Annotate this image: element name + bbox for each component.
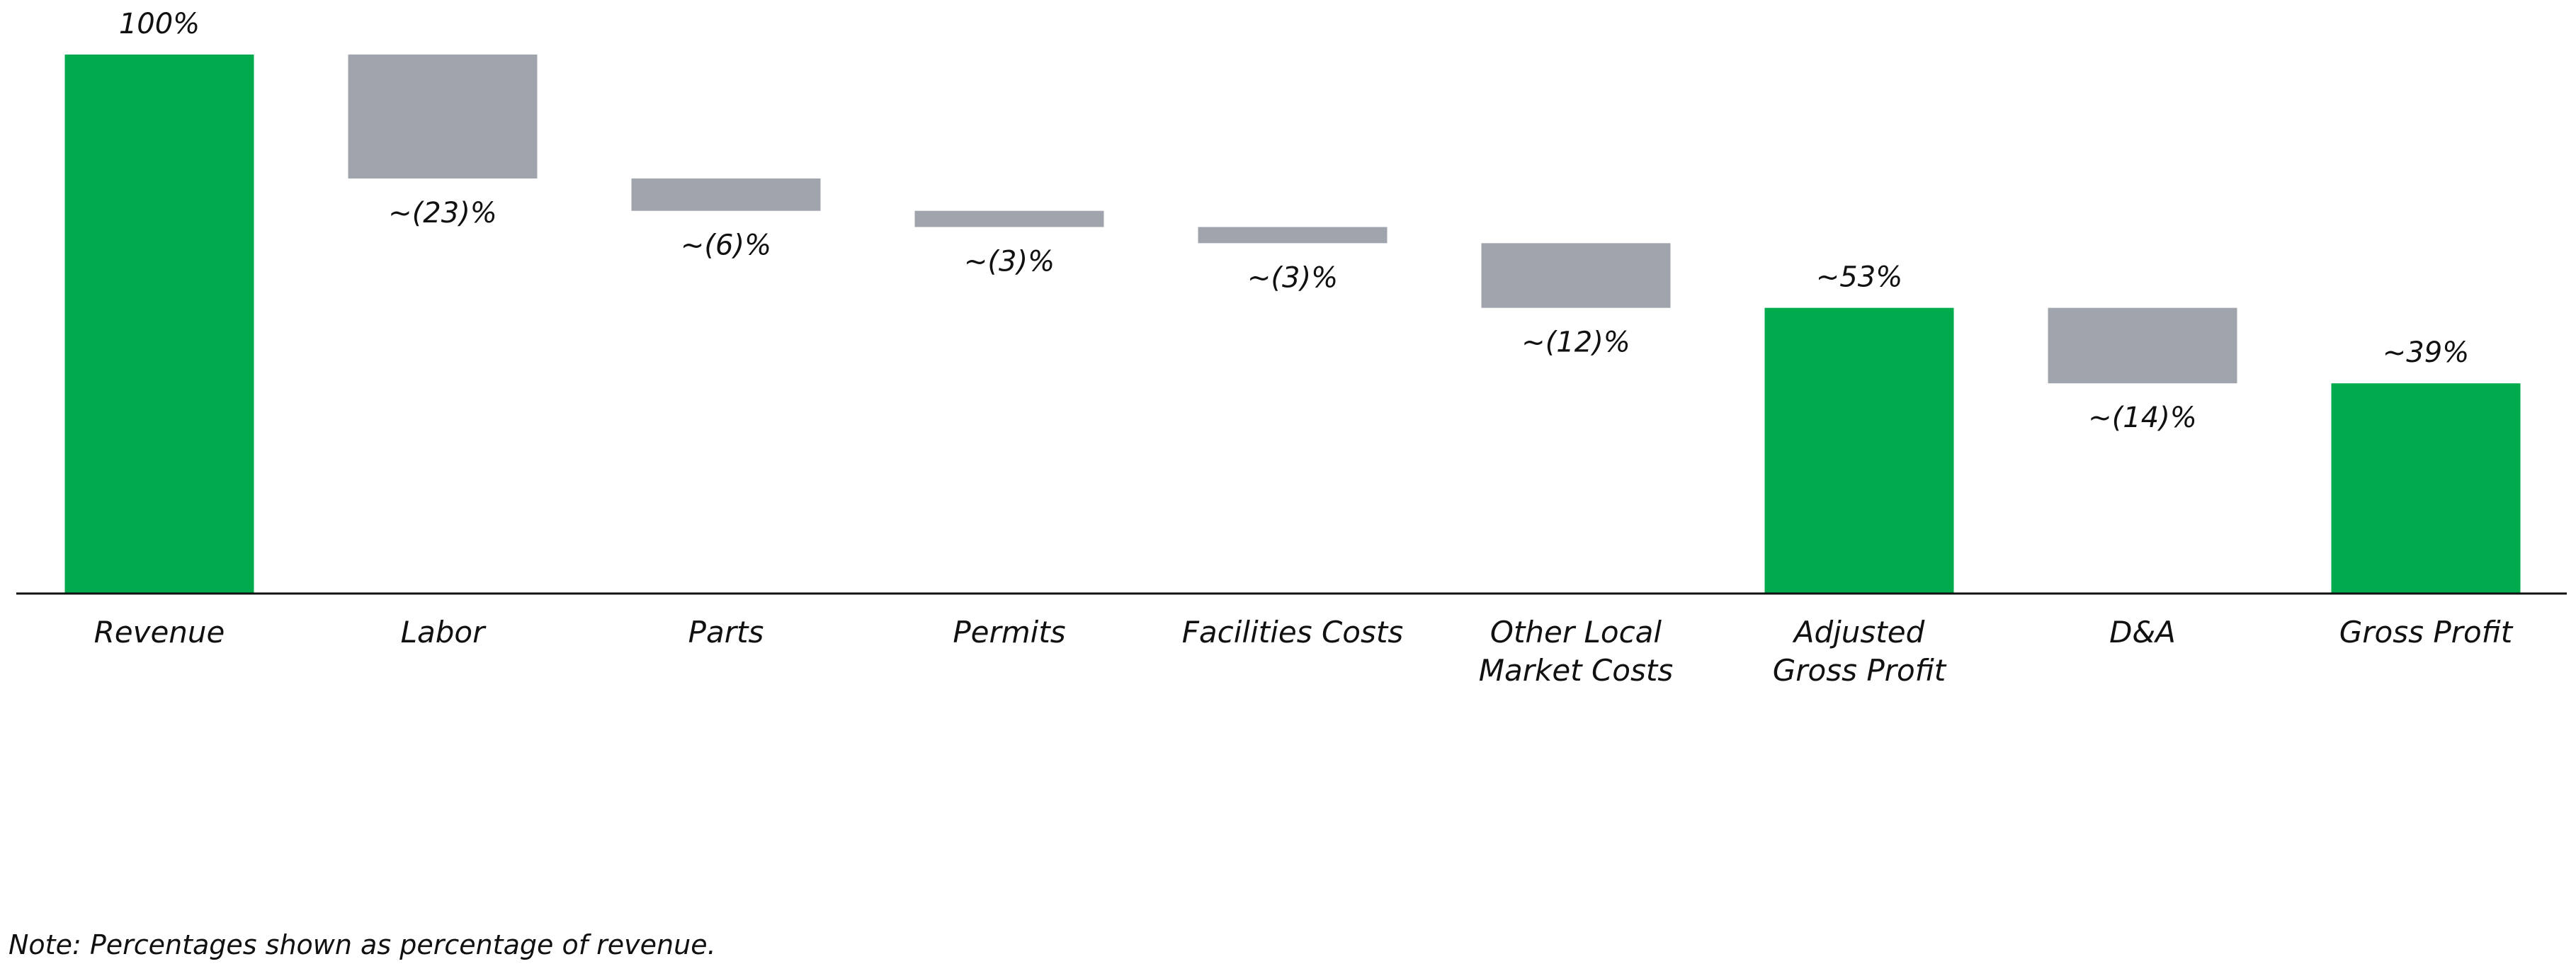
x-tick-label: Gross Profit	[2339, 615, 2513, 649]
value-label: ~(6)%	[681, 229, 771, 262]
bar	[1198, 227, 1388, 244]
x-tick-label: Parts	[688, 615, 764, 649]
bar	[914, 210, 1104, 227]
note: Note: Percentages shown as percentage of…	[8, 929, 716, 960]
value-label: ~(3)%	[964, 246, 1055, 278]
value-label: ~(14)%	[2088, 402, 2197, 434]
x-tick-label: Permits	[953, 615, 1066, 649]
bar	[1481, 243, 1671, 308]
bar	[2331, 383, 2521, 594]
x-tick-label: D&A	[2109, 615, 2176, 649]
value-label: ~(12)%	[1521, 327, 1630, 359]
value-label: 100%	[119, 8, 200, 40]
bar	[1764, 307, 1954, 594]
value-label: ~(3)%	[1247, 261, 1338, 294]
bar	[631, 178, 821, 211]
value-label: ~(23)%	[388, 197, 497, 229]
value-label: ~53%	[1816, 261, 1902, 294]
value-label: ~39%	[2383, 336, 2469, 369]
bar	[348, 55, 538, 179]
x-tick-label: Other Local Market Costs	[1478, 615, 1674, 688]
x-tick-label: Revenue	[93, 615, 225, 649]
x-tick-label: Labor	[400, 615, 485, 649]
x-tick-label: Adjusted Gross Profit	[1772, 615, 1946, 688]
bar	[64, 55, 254, 594]
x-tick-label: Facilities Costs	[1181, 615, 1404, 649]
bar	[2048, 307, 2237, 384]
